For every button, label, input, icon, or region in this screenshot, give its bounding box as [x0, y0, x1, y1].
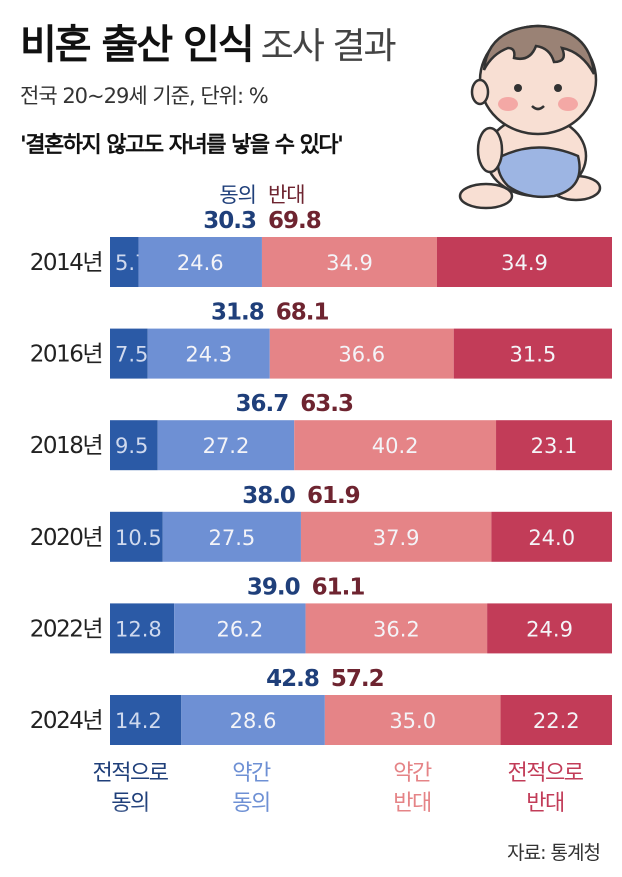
blurred-watermark: [8, 828, 178, 868]
segment-value-label: 14.2: [115, 709, 162, 733]
segment-value-label: 27.5: [208, 526, 255, 550]
year-label: 2018년: [30, 433, 102, 459]
bar-segment-agree: [157, 420, 295, 471]
chart-title: 비혼 출산 인식 조사 결과: [20, 12, 397, 70]
legend-strong-disagree-line2: 반대: [526, 791, 563, 816]
legend-disagree-line2: 반대: [393, 791, 430, 816]
segment-value-label: 28.6: [230, 709, 277, 733]
legend-strong-disagree-line1: 전적으로: [508, 761, 584, 786]
segment-value-label: 34.9: [326, 251, 373, 275]
bar-segment-strong-agree: [110, 420, 158, 471]
bar-segment-strong-agree: [110, 511, 163, 562]
bar-segment-disagree: [324, 695, 501, 745]
bar-segment-agree: [181, 695, 325, 745]
segment-value-label: 24.9: [526, 617, 573, 641]
chart-subtitle: 전국 20~29세 기준, 단위: %: [20, 84, 269, 108]
segment-value-label: 35.0: [389, 709, 436, 733]
bar-segment-strong-agree: [110, 695, 182, 745]
bar-segment-strong-disagree: [487, 603, 612, 654]
segment-value-label: 23.1: [531, 434, 578, 458]
disagree-total-value: 69.8: [268, 208, 321, 234]
segment-value-label: 36.2: [373, 617, 420, 641]
bar-segment-disagree: [300, 511, 492, 562]
bar-segment-strong-agree: [110, 603, 175, 654]
segment-value-label: 24.6: [177, 251, 224, 275]
segment-value-label: 40.2: [372, 434, 419, 458]
segment-value-label: 34.9: [501, 251, 548, 275]
legend-agree-line1: 약간: [232, 761, 271, 786]
baby-illustration: [458, 24, 602, 210]
year-label: 2022년: [30, 616, 102, 642]
segment-value-label: 10.5: [115, 526, 162, 550]
segment-value-label: 9.5: [115, 434, 148, 458]
legend-strong-agree-line1: 전적으로: [93, 761, 169, 786]
bar-segment-strong-agree: [110, 237, 139, 287]
segment-value-label: 26.2: [217, 617, 264, 641]
segment-value-label: 12.8: [115, 617, 162, 641]
segment-value-label: 31.5: [509, 343, 556, 367]
agree-total-value: 38.0: [242, 483, 295, 509]
bar-segment-agree: [138, 237, 262, 287]
survey-question: '결혼하지 않고도 자녀를 낳을 수 있다': [20, 133, 344, 158]
year-label: 2016년: [30, 342, 102, 368]
title-main: 비혼 출산 인식: [20, 22, 255, 68]
bar-segment-agree: [174, 603, 306, 654]
year-label: 2014년: [30, 250, 102, 276]
source-note: 자료: 통계청: [507, 842, 601, 864]
segment-value-label: 37.9: [373, 526, 420, 550]
disagree-total-value: 61.1: [312, 574, 365, 600]
bar-segment-strong-disagree: [453, 328, 612, 379]
segment-value-label: 27.2: [203, 434, 250, 458]
bar-segment-disagree: [269, 328, 454, 379]
bar-segment-disagree: [294, 420, 497, 471]
disagree-total-heading: 반대: [268, 183, 305, 207]
segment-value-label: 36.6: [338, 343, 385, 367]
bar-segment-agree: [162, 511, 301, 562]
agree-total-value: 30.3: [203, 208, 256, 234]
legend-agree-line2: 동의: [232, 791, 269, 816]
disagree-total-value: 61.9: [307, 483, 360, 509]
disagree-total-value: 57.2: [331, 666, 384, 692]
segment-value-label: 22.2: [533, 709, 580, 733]
year-label: 2024년: [30, 708, 102, 734]
agree-total-value: 36.7: [235, 391, 288, 417]
disagree-total-value: 63.3: [300, 391, 353, 417]
segment-value-label: 24.3: [185, 343, 232, 367]
legend-strong-agree-line2: 동의: [111, 791, 148, 816]
disagree-total-value: 68.1: [276, 300, 329, 326]
bar-segment-strong-disagree: [500, 695, 612, 745]
bar-segment-strong-disagree: [496, 420, 612, 471]
segment-value-label: 24.0: [528, 526, 575, 550]
bar-segment-strong-disagree: [491, 511, 612, 562]
title-sub: 조사 결과: [260, 26, 397, 67]
year-label: 2020년: [30, 525, 102, 551]
segment-value-label: 7.5: [115, 343, 148, 367]
agree-total-heading: 동의: [219, 183, 256, 207]
bar-segment-disagree: [305, 603, 488, 654]
bar-segment-strong-disagree: [436, 237, 612, 287]
bar-segment-strong-agree: [110, 328, 148, 379]
bar-segment-agree: [147, 328, 270, 379]
bar-segment-disagree: [261, 237, 437, 287]
agree-total-value: 42.8: [266, 666, 319, 692]
agree-total-value: 31.8: [211, 300, 264, 326]
agree-total-value: 39.0: [247, 574, 300, 600]
legend-disagree-line1: 약간: [393, 761, 432, 786]
